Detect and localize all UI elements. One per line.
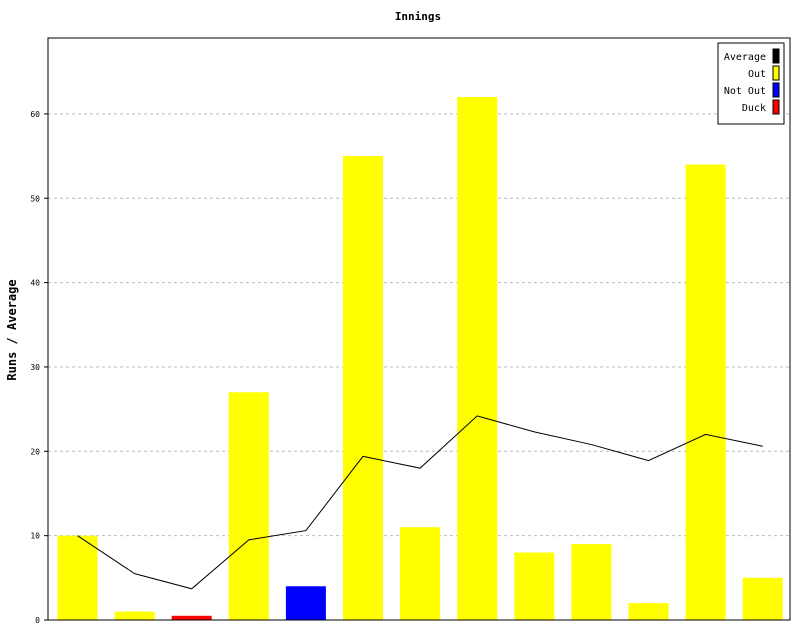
bar-out xyxy=(457,97,498,621)
y-axis-ticks: 0 10 20 30 40 50 60 xyxy=(30,110,48,625)
bars xyxy=(57,97,783,621)
y-tick-label: 30 xyxy=(30,363,40,372)
chart-title: Innings xyxy=(395,10,441,23)
gridlines xyxy=(48,113,790,537)
bar-not-out xyxy=(285,586,326,620)
legend-label: Not Out xyxy=(724,86,766,97)
legend-swatch xyxy=(772,48,780,64)
bar-out xyxy=(742,577,783,620)
average-line-group xyxy=(77,415,763,590)
y-tick-label: 50 xyxy=(30,194,40,203)
legend-swatch xyxy=(772,82,780,98)
bar-duck xyxy=(171,615,212,620)
bar-out xyxy=(228,392,269,620)
legend: Average Out Not Out Duck xyxy=(717,42,785,125)
bar-out xyxy=(571,544,612,620)
y-axis-label: Runs / Average xyxy=(5,279,19,380)
bar-out xyxy=(343,156,383,620)
y-tick-label: 0 xyxy=(35,616,40,625)
bar-out xyxy=(685,164,726,621)
bar-out xyxy=(514,552,555,620)
bar-out xyxy=(57,535,98,620)
y-tick-label: 60 xyxy=(30,110,40,119)
y-tick-label: 20 xyxy=(30,447,40,456)
y-tick-label: 40 xyxy=(30,279,40,288)
bar-out xyxy=(628,603,669,620)
y-tick-label: 10 xyxy=(30,532,40,541)
legend-label: Duck xyxy=(742,103,766,114)
legend-swatch xyxy=(772,99,780,115)
legend-swatch xyxy=(772,65,780,81)
bar-out xyxy=(400,527,441,620)
average-line xyxy=(77,415,763,590)
legend-label: Average xyxy=(724,52,766,63)
legend-label: Out xyxy=(748,69,766,80)
plot-frame xyxy=(47,37,791,621)
bar-out xyxy=(114,611,155,620)
